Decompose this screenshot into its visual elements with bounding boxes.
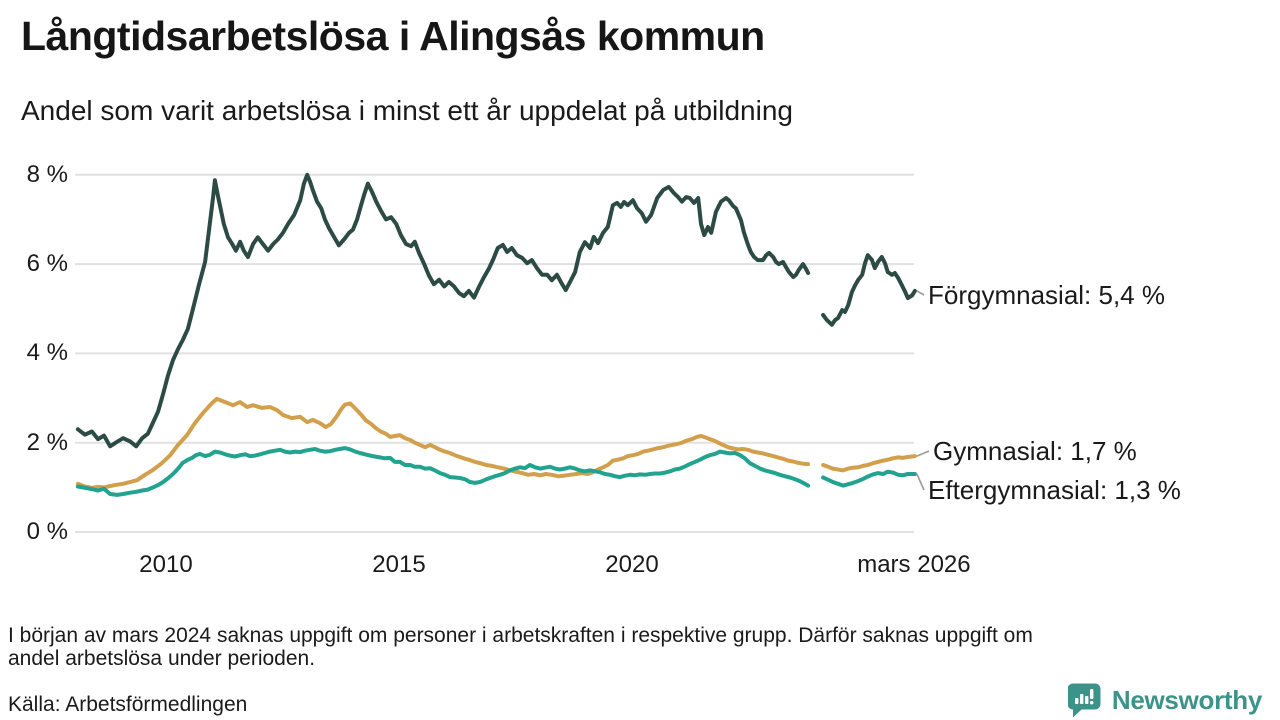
x-axis-tick-label: 2020	[605, 551, 659, 578]
page-title: Långtidsarbetslösa i Alingsås kommun	[21, 13, 765, 59]
footnote-line-2: andel arbetslösa under perioden.	[8, 647, 316, 670]
y-axis-tick-label: 8 %	[26, 160, 68, 188]
footnote-line-1: I början av mars 2024 saknas uppgift om …	[8, 624, 1033, 647]
x-axis-tick-label: mars 2026	[857, 551, 971, 578]
newsworthy-chart-bubble-icon	[1067, 683, 1101, 718]
end-label-connector	[916, 473, 925, 491]
series-end-label-eftergymnasial: Eftergymnasial: 1,3 %	[928, 475, 1181, 505]
series-line-gymnasial	[821, 454, 917, 473]
end-label-connector	[916, 450, 930, 457]
newsworthy-wordmark: Newsworthy	[1111, 685, 1262, 715]
series-end-label-gymnasial: Gymnasial: 1,7 %	[933, 436, 1137, 466]
y-axis-tick-label: 6 %	[26, 250, 68, 278]
series-end-label-forgymnasial: Förgymnasial: 5,4 %	[928, 280, 1165, 310]
newsworthy-logo: Newsworthy	[1067, 683, 1262, 718]
source-text: Källa: Arbetsförmedlingen	[8, 693, 248, 716]
series-line-forgymnasial	[821, 253, 917, 327]
series-line-eftergymnasial	[75, 446, 811, 497]
x-axis-tick-label: 2010	[139, 551, 193, 578]
y-axis-tick-label: 0 %	[26, 518, 68, 545]
y-axis-tick-label: 4 %	[26, 339, 68, 367]
chart-subtitle: Andel som varit arbetslösa i minst ett å…	[21, 95, 793, 126]
series-line-eftergymnasial	[821, 469, 917, 488]
series-line-forgymnasial	[75, 172, 811, 449]
y-axis-tick-label: 2 %	[26, 428, 68, 456]
end-label-connector	[916, 290, 925, 296]
x-axis-tick-label: 2015	[372, 551, 426, 578]
series-line-gymnasial	[75, 396, 811, 490]
